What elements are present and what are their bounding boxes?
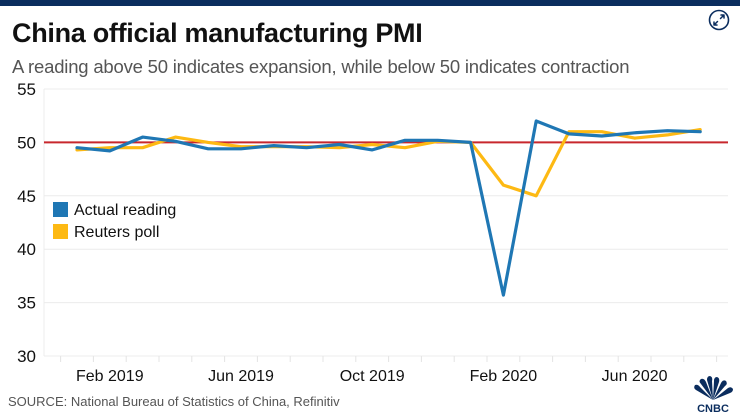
legend-swatch (53, 202, 68, 217)
y-tick-label: 35 (17, 294, 36, 313)
legend: Actual reading Reuters poll (53, 202, 176, 241)
x-tick-label: Oct 2019 (340, 368, 405, 385)
series-line-actual-reading (75, 119, 702, 297)
gridlines (43, 88, 728, 357)
cnbc-logo: CNBC (694, 376, 733, 414)
x-tick-label: Jun 2019 (208, 368, 274, 385)
y-tick-label: 50 (17, 133, 36, 152)
x-tick-label: Feb 2020 (470, 368, 538, 385)
chart-subtitle: A reading above 50 indicates expansion, … (12, 56, 630, 77)
series-lines (75, 119, 702, 297)
top-bar (0, 0, 740, 6)
legend-swatch (53, 224, 68, 239)
x-axis-ticks: Feb 2019 Jun 2019 Oct 2019 Feb 2020 Jun 2020 (60, 356, 718, 385)
y-tick-label: 55 (17, 80, 36, 99)
y-tick-label: 40 (17, 240, 36, 259)
y-tick-label: 30 (17, 347, 36, 366)
legend-label: Reuters poll (74, 224, 159, 241)
cnbc-logo-text: CNBC (697, 403, 729, 414)
expand-arrows-icon[interactable] (708, 9, 730, 31)
y-axis-ticks: 30 35 40 45 50 55 (17, 80, 36, 366)
y-tick-label: 45 (17, 187, 36, 206)
x-tick-label: Feb 2019 (76, 368, 144, 385)
x-tick-label: Jun 2020 (602, 368, 668, 385)
legend-label: Actual reading (74, 202, 176, 219)
peacock-icon (694, 376, 733, 400)
source-note: SOURCE: National Bureau of Statistics of… (8, 394, 340, 409)
chart-title: China official manufacturing PMI (12, 18, 423, 48)
